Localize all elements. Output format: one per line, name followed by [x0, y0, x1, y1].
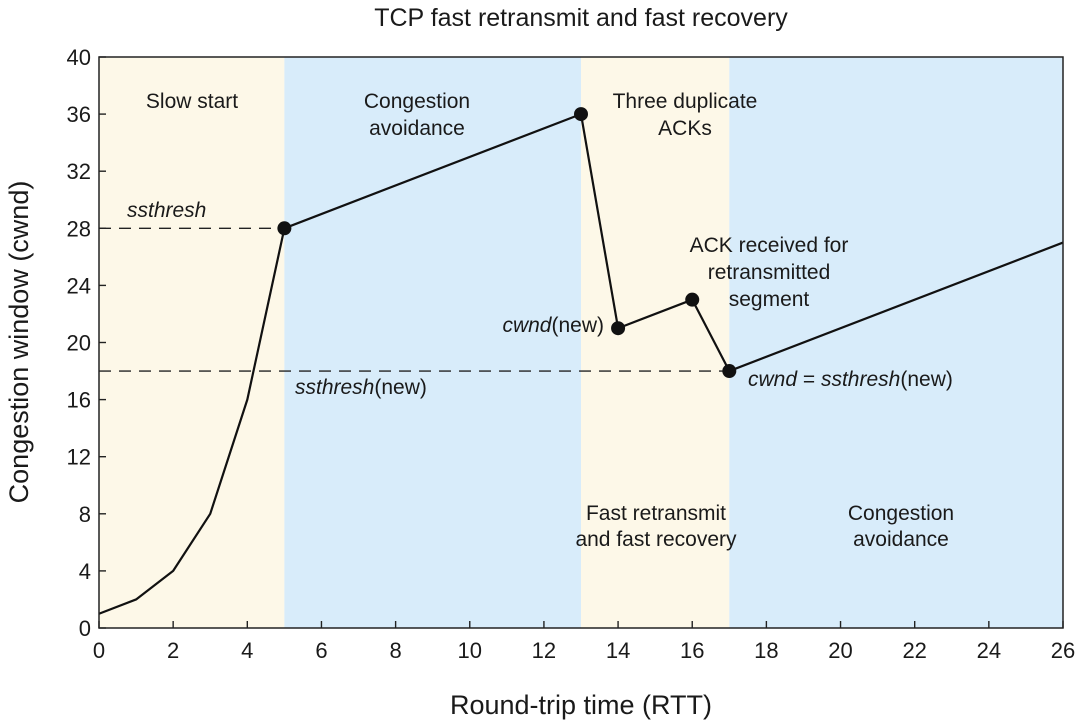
- annotation-fast-recovery-line1: Fast retransmit: [586, 502, 726, 525]
- cwnd-new-rest: (new): [551, 314, 604, 337]
- annotation-ack-line3: segment: [729, 288, 810, 311]
- annotation-ca2-line2: avoidance: [853, 528, 949, 551]
- annotation-ca1-line2: avoidance: [369, 117, 465, 140]
- y-tick-label: 4: [79, 559, 91, 584]
- annotation-fast-recovery-line2: and fast recovery: [575, 528, 737, 551]
- x-tick-label: 26: [1051, 638, 1075, 663]
- chart-title: TCP fast retransmit and fast recovery: [374, 4, 788, 32]
- annotation-ack-line2: retransmitted: [708, 261, 831, 284]
- y-tick-label: 24: [67, 273, 91, 298]
- annotation-dup-acks-line2: ACKs: [658, 117, 712, 140]
- data-point-marker: [722, 364, 737, 379]
- threshold-lines: [99, 227, 730, 372]
- x-tick-label: 14: [606, 638, 630, 663]
- y-tick-label: 28: [67, 216, 91, 241]
- x-tick-label: 18: [754, 638, 778, 663]
- eq-rest: (new): [900, 368, 953, 391]
- annotation-ca2-line1: Congestion: [848, 502, 954, 525]
- ssthresh-new-italic: ssthresh: [295, 376, 374, 399]
- x-axis-ticks: 0 2 4 6 8 10 12 14 16 18 20 22 24 26: [93, 621, 1075, 663]
- region-slow-start: [99, 57, 285, 628]
- eq-ssthresh: ssthresh: [821, 368, 900, 391]
- y-tick-label: 32: [67, 159, 91, 184]
- cwnd-markers: [277, 107, 737, 379]
- annotation-cwnd-new: cwnd(new): [502, 314, 604, 337]
- annotation-ca1-line1: Congestion: [364, 90, 470, 113]
- data-point-marker: [277, 221, 292, 236]
- x-tick-label: 24: [977, 638, 1001, 663]
- annotation-ack-line1: ACK received for: [690, 234, 849, 257]
- y-tick-label: 12: [67, 445, 91, 470]
- annotation-ssthresh-new: ssthresh(new): [295, 376, 427, 399]
- region-fast-recovery: [581, 57, 730, 628]
- x-tick-label: 10: [458, 638, 482, 663]
- y-tick-label: 0: [79, 616, 91, 641]
- phase-regions: [99, 57, 1063, 628]
- ssthresh-new-rest: (new): [374, 376, 427, 399]
- annotation-dup-acks-line1: Three duplicate: [613, 90, 758, 113]
- annotation-ssthresh: ssthresh: [127, 199, 206, 222]
- y-tick-label: 36: [67, 102, 91, 127]
- cwnd-new-italic: cwnd: [502, 314, 552, 337]
- region-congestion-avoidance: [284, 57, 581, 628]
- y-axis-ticks: 0 4 8 12 16 20 24 28 32 36 40: [67, 45, 106, 641]
- data-point-marker: [574, 107, 588, 122]
- x-tick-label: 6: [315, 638, 327, 663]
- annotation-cwnd-equals-ssthresh: cwnd = ssthresh(new): [748, 368, 953, 391]
- y-tick-label: 20: [67, 331, 91, 356]
- x-tick-label: 8: [389, 638, 401, 663]
- x-tick-label: 2: [167, 638, 179, 663]
- data-point-marker: [611, 321, 626, 336]
- eq-cwnd: cwnd: [748, 368, 798, 391]
- x-tick-label: 22: [902, 638, 926, 663]
- y-tick-label: 16: [67, 388, 91, 413]
- y-tick-label: 40: [67, 45, 91, 70]
- eq-sign: =: [797, 368, 821, 391]
- data-point-marker: [685, 292, 700, 307]
- y-axis-label: Congestion window (cwnd): [4, 181, 34, 504]
- annotations: Slow start Congestion avoidance Three du…: [127, 90, 954, 551]
- x-tick-label: 16: [680, 638, 704, 663]
- x-tick-label: 20: [828, 638, 852, 663]
- annotation-slow-start: Slow start: [146, 90, 238, 113]
- x-tick-label: 0: [93, 638, 105, 663]
- y-tick-label: 8: [79, 502, 91, 527]
- x-tick-label: 4: [241, 638, 253, 663]
- x-axis-label: Round-trip time (RTT): [450, 690, 712, 720]
- x-tick-label: 12: [532, 638, 556, 663]
- region-congestion-avoidance: [729, 57, 1063, 628]
